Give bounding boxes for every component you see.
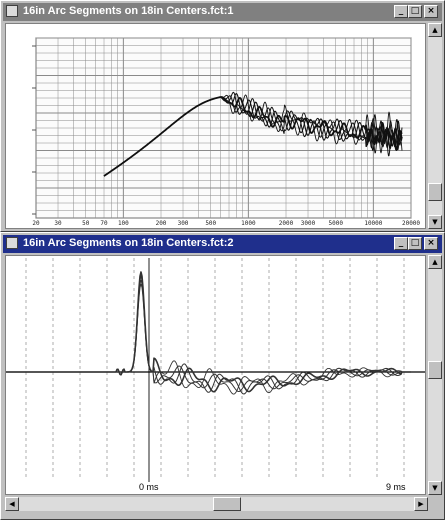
minimize-icon: _ [398,6,404,16]
close-icon: × [427,6,435,16]
minimize-button[interactable]: _ [394,237,408,250]
x-tick-label: 50 [82,220,90,227]
x-tick-label: 300 [178,220,189,227]
scroll-right-button[interactable]: ▶ [414,497,428,511]
vertical-scrollbar[interactable]: ▲ ▼ [428,255,442,495]
window-icon[interactable] [6,237,18,249]
close-button[interactable]: × [424,5,438,18]
window-title: 16in Arc Segments on 18in Centers.fct:1 [23,5,234,17]
marker-label-left: 0 ms [139,482,159,492]
impulse-trace-4 [6,283,411,395]
x-tick-label: 1000 [241,220,256,227]
minimize-icon: _ [398,238,404,248]
response-trace-5 [103,94,403,177]
minimize-button[interactable]: _ [394,5,408,18]
x-tick-label: 2000 [279,220,294,227]
scroll-down-button[interactable]: ▼ [428,481,442,495]
scroll-thumb[interactable] [428,183,442,201]
x-tick-label: 3000 [301,220,316,227]
frequency-response-plot[interactable]: 20 30 50 70 100 200 300 500 1000 2000 3000 5000 1000… [5,23,426,229]
x-tick-label: 70 [100,220,108,227]
close-button[interactable]: × [424,237,438,250]
window-title: 16in Arc Segments on 18in Centers.fct:2 [23,237,234,249]
close-icon: × [427,238,435,248]
x-tick-label: 200 [156,220,167,227]
maximize-button[interactable]: □ [408,5,422,18]
scroll-corner [428,497,442,511]
scroll-up-button[interactable]: ▲ [428,255,442,269]
scroll-thumb-horizontal[interactable] [213,497,241,511]
impulse-response-plot[interactable]: 0 ms 9 ms [5,255,426,495]
impulse-response-chart: 0 ms 9 ms [6,258,425,492]
scroll-up-button[interactable]: ▲ [428,23,442,37]
scroll-up-icon: ▲ [432,26,438,34]
title-bar[interactable]: 16in Arc Segments on 18in Centers.fct:1 … [3,3,442,21]
scroll-down-icon: ▼ [432,218,438,226]
maximize-button[interactable]: □ [408,237,422,250]
scroll-down-icon: ▼ [432,484,438,492]
horizontal-scrollbar[interactable]: ◀ ▶ [5,497,428,511]
maximize-icon: □ [410,6,420,16]
x-tick-label: 30 [54,220,62,227]
marker-label-right: 9 ms [386,482,406,492]
scroll-left-button[interactable]: ◀ [5,497,19,511]
x-tick-label: 20 [32,220,40,227]
x-tick-label: 20000 [402,220,420,227]
frequency-response-chart: 20 30 50 70 100 200 300 500 1000 2000 3000 5000 1000… [32,37,420,227]
maximize-icon: □ [410,238,420,248]
scroll-down-button[interactable]: ▼ [428,215,442,229]
scroll-left-icon: ◀ [9,500,15,508]
x-tick-label: 100 [118,220,129,227]
vertical-scrollbar[interactable]: ▲ ▼ [428,23,442,229]
title-bar[interactable]: 16in Arc Segments on 18in Centers.fct:2 … [3,235,442,253]
scroll-right-icon: ▶ [418,500,424,508]
scroll-thumb[interactable] [428,361,442,379]
window-frequency-response: 16in Arc Segments on 18in Centers.fct:1 … [0,0,445,232]
window-icon[interactable] [6,5,18,17]
window-impulse-response: 16in Arc Segments on 18in Centers.fct:2 … [0,232,445,520]
x-tick-label: 5000 [329,220,344,227]
x-tick-label: 500 [205,220,216,227]
x-tick-label: 10000 [364,220,382,227]
scroll-up-icon: ▲ [432,258,438,266]
